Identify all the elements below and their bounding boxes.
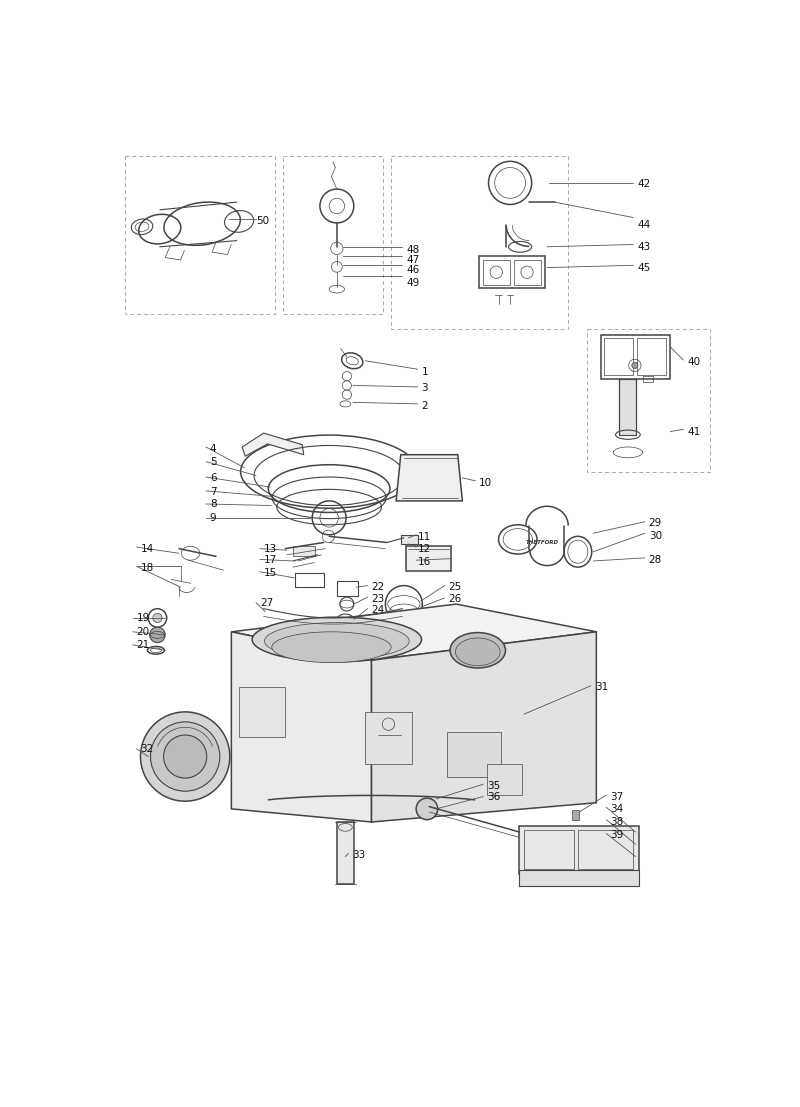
Circle shape (163, 735, 206, 778)
Circle shape (416, 798, 438, 819)
Circle shape (150, 628, 165, 642)
Text: 14: 14 (141, 544, 154, 554)
Text: 12: 12 (418, 544, 431, 554)
Text: 43: 43 (637, 241, 650, 251)
Text: 31: 31 (595, 682, 608, 692)
Text: 34: 34 (610, 804, 623, 814)
Bar (642, 376, 654, 382)
Ellipse shape (450, 632, 506, 668)
Polygon shape (396, 455, 462, 500)
Text: 41: 41 (687, 426, 701, 436)
Text: 15: 15 (264, 568, 277, 578)
Text: 17: 17 (264, 556, 277, 566)
Bar (337, 581, 358, 597)
Text: 45: 45 (637, 262, 650, 272)
Polygon shape (242, 433, 304, 456)
Bar (519, 870, 638, 886)
Text: 19: 19 (137, 613, 150, 623)
Text: 2: 2 (422, 401, 428, 411)
Text: 11: 11 (418, 532, 431, 542)
Text: 40: 40 (687, 358, 700, 368)
Ellipse shape (252, 618, 422, 662)
Bar (337, 823, 354, 883)
Text: 49: 49 (406, 278, 419, 288)
Bar (524, 830, 574, 869)
Circle shape (150, 722, 220, 792)
Text: 38: 38 (610, 817, 623, 827)
Bar (587, 329, 710, 472)
Text: 1: 1 (422, 366, 428, 376)
Polygon shape (371, 632, 596, 823)
Text: 48: 48 (406, 245, 419, 255)
Circle shape (632, 362, 638, 369)
Bar (519, 826, 638, 873)
Text: 20: 20 (137, 627, 150, 637)
Ellipse shape (265, 622, 410, 660)
Bar (578, 830, 634, 869)
Polygon shape (231, 604, 596, 660)
Text: 10: 10 (479, 478, 493, 488)
Text: 46: 46 (406, 265, 419, 275)
Text: 4: 4 (210, 444, 217, 454)
Bar (401, 535, 418, 544)
Text: THETFORD: THETFORD (526, 540, 559, 545)
Bar (637, 338, 666, 374)
Text: 35: 35 (487, 780, 500, 790)
Text: 6: 6 (210, 473, 217, 483)
Bar (479, 256, 545, 289)
Text: 25: 25 (449, 582, 462, 592)
Text: 21: 21 (137, 640, 150, 650)
Bar (390, 156, 568, 329)
Bar (487, 764, 522, 795)
Text: 32: 32 (141, 744, 154, 754)
Circle shape (153, 613, 162, 622)
Bar (514, 260, 541, 284)
Text: 22: 22 (371, 582, 385, 592)
Text: 23: 23 (371, 593, 385, 603)
Text: 13: 13 (264, 544, 277, 554)
Bar (447, 732, 501, 776)
Text: 50: 50 (256, 216, 269, 227)
Bar (619, 380, 636, 435)
Text: 33: 33 (352, 850, 366, 860)
Text: 44: 44 (637, 220, 650, 230)
Text: 36: 36 (487, 793, 500, 803)
Text: 37: 37 (610, 792, 623, 801)
Text: 5: 5 (210, 457, 217, 467)
Text: 39: 39 (610, 830, 623, 840)
Bar (283, 156, 383, 313)
Bar (366, 712, 411, 764)
Polygon shape (231, 632, 371, 823)
Text: 29: 29 (649, 518, 662, 528)
Bar (239, 687, 286, 737)
Text: 30: 30 (649, 530, 662, 540)
Text: 7: 7 (210, 487, 217, 497)
Text: 26: 26 (449, 594, 462, 604)
Bar (125, 156, 275, 313)
Text: 16: 16 (418, 557, 431, 567)
Bar (406, 547, 451, 571)
Text: 3: 3 (422, 383, 428, 393)
Text: 27: 27 (260, 598, 273, 608)
Bar (483, 260, 510, 284)
Bar (294, 573, 324, 587)
Bar (604, 338, 634, 374)
Text: 24: 24 (371, 606, 385, 615)
Circle shape (141, 712, 230, 801)
Text: 8: 8 (210, 499, 217, 509)
Bar (293, 546, 314, 557)
Text: 9: 9 (210, 513, 217, 523)
Bar (601, 334, 670, 380)
Text: 28: 28 (649, 556, 662, 566)
Text: 18: 18 (141, 562, 154, 573)
Ellipse shape (455, 638, 500, 665)
Bar (572, 810, 579, 819)
Text: 42: 42 (637, 179, 650, 189)
Ellipse shape (272, 632, 391, 663)
Text: 47: 47 (406, 255, 419, 265)
